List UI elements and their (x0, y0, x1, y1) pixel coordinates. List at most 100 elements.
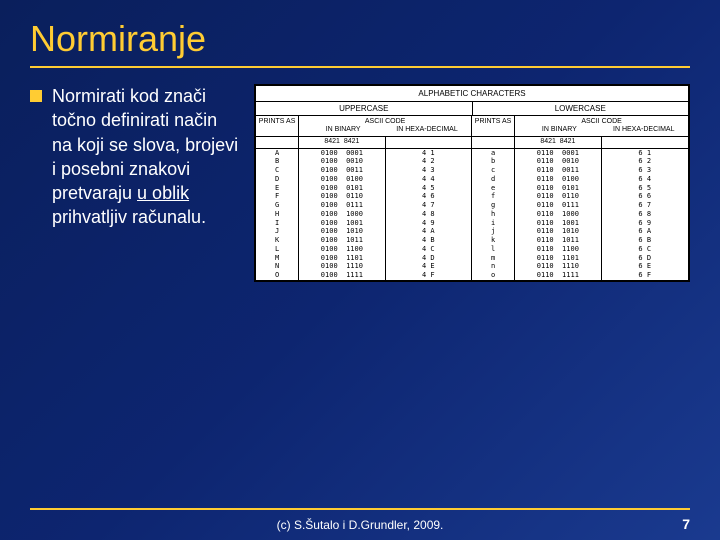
cell-hex-lower: 6 B (602, 236, 688, 245)
cell-hex-lower: 6 7 (602, 201, 688, 210)
cell-hex-lower: 6 4 (602, 175, 688, 184)
cell-char-lower: a (472, 149, 515, 158)
cell-hex-lower: 6 6 (602, 192, 688, 201)
table-row: M0100 11014 Dm0110 11016 D (256, 254, 688, 263)
title-area: Normiranje (0, 0, 720, 68)
cell-char-upper: H (256, 210, 299, 219)
cell-hex-upper: 4 A (386, 227, 472, 236)
table-row: C0100 00114 3c0110 00116 3 (256, 166, 688, 175)
cell-binary-upper: 0100 0001 (299, 149, 385, 158)
cell-hex-lower: 6 C (602, 245, 688, 254)
hdr-ascii-lower: ASCII CODE IN BINARY IN HEXA-DECIMAL (515, 116, 688, 136)
hdr-binary-upper: IN BINARY (301, 126, 385, 134)
cell-binary-upper: 0100 1001 (299, 219, 385, 228)
table-row: K0100 10114 Bk0110 10116 B (256, 236, 688, 245)
title-underline (30, 66, 690, 68)
cell-binary-lower: 0110 1111 (515, 271, 601, 280)
cell-char-lower: d (472, 175, 515, 184)
hdr-ascii-upper: ASCII CODE IN BINARY IN HEXA-DECIMAL (299, 116, 472, 136)
table-body: A0100 00014 1a0110 00016 1B0100 00104 2b… (256, 149, 688, 280)
table-row: E0100 01014 5e0110 01016 5 (256, 184, 688, 193)
cell-binary-lower: 0110 0010 (515, 157, 601, 166)
cell-hex-upper: 4 3 (386, 166, 472, 175)
cell-hex-lower: 6 8 (602, 210, 688, 219)
cell-char-upper: K (256, 236, 299, 245)
cell-char-upper: O (256, 271, 299, 280)
cell-char-lower: o (472, 271, 515, 280)
cell-char-lower: i (472, 219, 515, 228)
cell-hex-lower: 6 A (602, 227, 688, 236)
cell-hex-lower: 6 D (602, 254, 688, 263)
cell-char-lower: n (472, 262, 515, 271)
cell-hex-lower: 6 9 (602, 219, 688, 228)
cell-char-upper: A (256, 149, 299, 158)
table-row: I0100 10014 9i0110 10016 9 (256, 219, 688, 228)
cell-binary-upper: 0100 1000 (299, 210, 385, 219)
table-row: A0100 00014 1a0110 00016 1 (256, 149, 688, 158)
cell-binary-upper: 0100 0010 (299, 157, 385, 166)
table-top-header: ALPHABETIC CHARACTERS (256, 86, 688, 102)
cell-char-upper: M (256, 254, 299, 263)
table-case-row: UPPERCASE LOWERCASE (256, 102, 688, 116)
cell-hex-upper: 4 D (386, 254, 472, 263)
cell-hex-upper: 4 6 (386, 192, 472, 201)
cell-hex-lower: 6 F (602, 271, 688, 280)
table-row: O0100 11114 Fo0110 11116 F (256, 271, 688, 280)
hdr-hexa-lower: IN HEXA-DECIMAL (602, 126, 686, 134)
cell-binary-upper: 0100 1101 (299, 254, 385, 263)
cell-hex-lower: 6 2 (602, 157, 688, 166)
cell-char-lower: h (472, 210, 515, 219)
cell-binary-upper: 0100 0101 (299, 184, 385, 193)
cell-binary-lower: 0110 0101 (515, 184, 601, 193)
table-row: D0100 01004 4d0110 01006 4 (256, 175, 688, 184)
ascii-code-label: ASCII CODE (301, 118, 469, 126)
cell-binary-lower: 0110 0100 (515, 175, 601, 184)
cell-binary-upper: 0100 1110 (299, 262, 385, 271)
cell-hex-upper: 4 1 (386, 149, 472, 158)
table-header-row: PRINTS AS ASCII CODE IN BINARY IN HEXA-D… (256, 116, 688, 137)
cell-char-lower: l (472, 245, 515, 254)
cell-hex-upper: 4 9 (386, 219, 472, 228)
sub-8421-2: 8421 (344, 138, 360, 145)
cell-char-lower: k (472, 236, 515, 245)
table-row: J0100 10104 Aj0110 10106 A (256, 227, 688, 236)
content-area: Normirati kod znači točno definirati nač… (0, 72, 720, 282)
cell-char-lower: c (472, 166, 515, 175)
cell-binary-upper: 0100 0011 (299, 166, 385, 175)
hdr-prints-as-upper: PRINTS AS (256, 116, 299, 136)
table-row: N0100 11104 En0110 11106 E (256, 262, 688, 271)
cell-char-upper: B (256, 157, 299, 166)
cell-hex-lower: 6 E (602, 262, 688, 271)
uppercase-label: UPPERCASE (256, 102, 473, 116)
cell-hex-upper: 4 4 (386, 175, 472, 184)
cell-binary-upper: 0100 1010 (299, 227, 385, 236)
cell-binary-lower: 0110 1011 (515, 236, 601, 245)
cell-char-lower: m (472, 254, 515, 263)
table-row: B0100 00104 2b0110 00106 2 (256, 157, 688, 166)
cell-binary-lower: 0110 0011 (515, 166, 601, 175)
cell-hex-upper: 4 F (386, 271, 472, 280)
footer-page-number: 7 (682, 516, 690, 532)
table-row: H0100 10004 8h0110 10006 8 (256, 210, 688, 219)
hdr-prints-as-lower: PRINTS AS (472, 116, 515, 136)
bullet-item: Normirati kod znači točno definirati nač… (30, 84, 240, 230)
cell-binary-lower: 0110 1110 (515, 262, 601, 271)
sub-8421-3: 8421 (540, 138, 556, 145)
slide-title: Normiranje (30, 18, 690, 60)
bullet-link[interactable]: u oblik (137, 183, 189, 203)
cell-binary-lower: 0110 1101 (515, 254, 601, 263)
cell-hex-upper: 4 2 (386, 157, 472, 166)
cell-binary-upper: 0100 0110 (299, 192, 385, 201)
cell-hex-upper: 4 C (386, 245, 472, 254)
cell-binary-lower: 0110 0110 (515, 192, 601, 201)
bullet-column: Normirati kod znači točno definirati nač… (30, 84, 240, 282)
table-row: L0100 11004 Cl0110 11006 C (256, 245, 688, 254)
cell-hex-lower: 6 3 (602, 166, 688, 175)
table-sub-row: 8421 8421 8421 8421 (256, 137, 688, 148)
cell-char-lower: f (472, 192, 515, 201)
cell-binary-upper: 0100 0111 (299, 201, 385, 210)
sub-8421-1: 8421 (324, 138, 340, 145)
cell-binary-lower: 0110 1010 (515, 227, 601, 236)
cell-binary-upper: 0100 1111 (299, 271, 385, 280)
table-row: G0100 01114 7g0110 01116 7 (256, 201, 688, 210)
